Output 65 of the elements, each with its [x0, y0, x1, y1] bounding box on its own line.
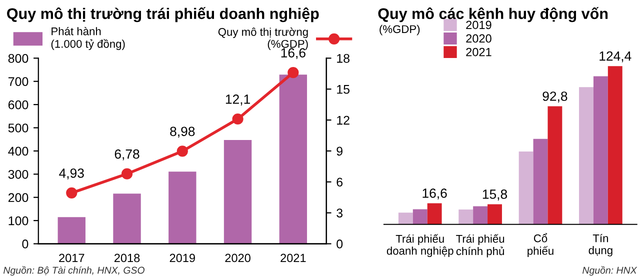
legend-label: 2020 — [466, 34, 492, 43]
point — [176, 146, 188, 157]
x-tick-label: Trái phiếu chính phủ — [456, 234, 504, 258]
data-label: 4,93 — [59, 168, 84, 180]
y-tick-label: 0 — [22, 240, 28, 248]
y2-tick-label: 6 — [336, 178, 343, 187]
y-tick-label: 400 — [8, 146, 28, 156]
bar — [279, 74, 308, 244]
legend-label: Phát hành (1.000 tỷ đồng) — [51, 26, 125, 50]
bar — [488, 204, 502, 224]
y2-tick-label: 18 — [337, 54, 350, 63]
data-label: 6,78 — [114, 149, 140, 160]
y-tick-label: 300 — [8, 170, 28, 179]
bar — [458, 209, 474, 224]
data-label: 16,6 — [422, 188, 447, 200]
bar — [593, 76, 608, 224]
y-axis-title: (%GDP) — [380, 24, 420, 36]
x-tick-label: 2021 — [280, 254, 306, 262]
y-tick-label: 700 — [8, 77, 28, 86]
data-label: 16,6 — [281, 48, 306, 60]
point — [121, 168, 133, 180]
point — [288, 67, 299, 78]
y-tick-label: 100 — [8, 216, 28, 226]
y-tick-label: 600 — [8, 100, 28, 110]
y2-tick-label: 12 — [337, 116, 350, 125]
bar — [548, 106, 562, 224]
x-tick-label: Cổ phiếu — [528, 233, 554, 258]
bar — [473, 206, 488, 224]
x-tick-label: 2017 — [59, 254, 84, 262]
data-label: 92,8 — [542, 92, 568, 102]
y-tick-label: 800 — [8, 54, 28, 63]
x-tick-label: 2020 — [225, 254, 250, 262]
bar — [412, 209, 428, 224]
bar — [398, 212, 413, 224]
x-tick-label: Tín dụng — [588, 234, 612, 256]
legend-label: 2019 — [466, 20, 492, 30]
bar — [608, 66, 622, 224]
data-label: 124,4 — [600, 51, 632, 62]
x-tick-label: 2019 — [170, 254, 195, 262]
point — [66, 187, 78, 198]
y2-tick-label: 9 — [336, 146, 342, 156]
data-label: 12,1 — [226, 94, 250, 106]
text: Nguồn: HNX — [582, 266, 638, 276]
y2-tick-label: 3 — [336, 208, 343, 218]
bar — [518, 151, 534, 224]
bar — [533, 138, 548, 224]
y-tick-label: 500 — [8, 124, 28, 132]
bar — [113, 194, 141, 244]
series-label: Quy mô thị trường (%GDP) — [218, 28, 308, 50]
y2-tick-label: 0 — [336, 240, 343, 248]
data-label: 8,98 — [170, 126, 195, 138]
text: Nguồn: Bộ Tài chính, HNX, GSO — [4, 266, 145, 276]
bar — [427, 203, 442, 224]
x-tick-label: 2018 — [114, 254, 140, 262]
bar — [224, 140, 252, 244]
legend-label: 2021 — [466, 48, 492, 56]
chart-title: Quy mô thị trường trái phiếu doanh nghiệp — [7, 7, 319, 22]
data-label: 15,8 — [482, 190, 508, 200]
y-tick-label: 200 — [8, 193, 28, 202]
bar — [168, 172, 196, 244]
bar — [579, 87, 594, 224]
bar — [58, 217, 86, 244]
y2-tick-label: 15 — [337, 85, 350, 94]
x-tick-label: Trái phiếu doanh nghiệp — [386, 234, 454, 257]
point — [232, 113, 244, 125]
